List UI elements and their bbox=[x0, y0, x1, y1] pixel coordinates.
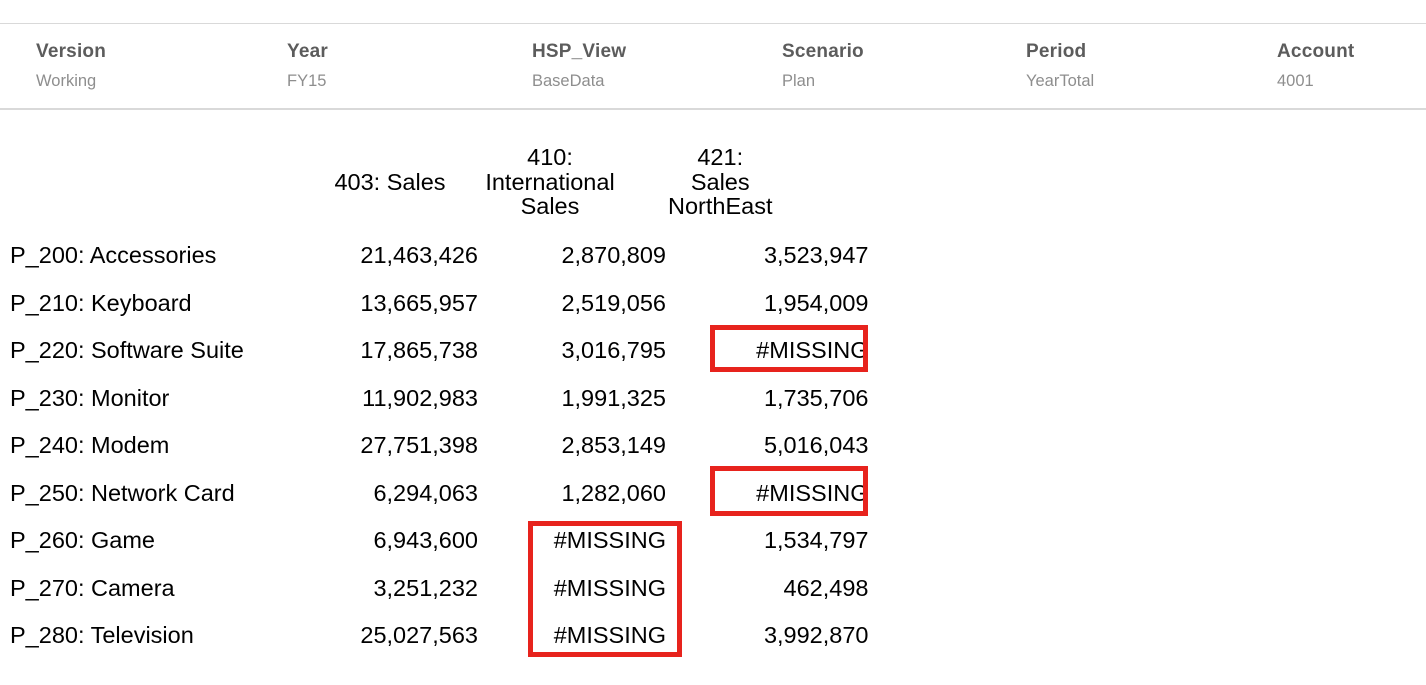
pov-dimension-label: Year bbox=[287, 41, 328, 62]
grid-row: P_250: Network Card 6,294,063 1,282,060 … bbox=[10, 470, 870, 518]
grid-row: P_230: Monitor 11,902,983 1,991,325 1,73… bbox=[10, 375, 870, 423]
column-header-410-international-sales[interactable]: 410: International Sales bbox=[480, 132, 668, 232]
pov-member-value[interactable]: BaseData bbox=[532, 72, 605, 90]
data-cell[interactable]: 2,853,149 bbox=[561, 432, 666, 459]
pov-member-value[interactable]: Working bbox=[36, 72, 97, 90]
column-header-label: 410: International Sales bbox=[485, 144, 615, 220]
data-cell[interactable]: 1,991,325 bbox=[561, 384, 666, 411]
pov-item-version[interactable]: Version Working bbox=[36, 41, 106, 91]
data-cell[interactable]: 11,902,983 bbox=[362, 384, 478, 411]
pov-item-scenario[interactable]: Scenario Plan bbox=[782, 41, 864, 91]
missing-highlight-box-p260-p280 bbox=[528, 521, 682, 657]
grid-row: P_200: Accessories 21,463,426 2,870,809 … bbox=[10, 232, 870, 280]
data-cell[interactable]: 2,519,056 bbox=[561, 289, 666, 316]
data-cell[interactable]: 13,665,957 bbox=[360, 289, 478, 316]
data-cell[interactable]: 3,523,947 bbox=[763, 242, 869, 269]
grid-row: P_220: Software Suite 17,865,738 3,016,7… bbox=[10, 327, 870, 375]
column-header-403-sales[interactable]: 403: Sales bbox=[300, 132, 480, 232]
pov-item-year[interactable]: Year FY15 bbox=[287, 41, 328, 91]
row-header[interactable]: P_280: Television bbox=[10, 622, 194, 649]
data-cell[interactable]: 5,016,043 bbox=[763, 432, 869, 459]
data-cell-missing[interactable]: #MISSING bbox=[756, 337, 869, 364]
data-cell[interactable]: 3,016,795 bbox=[561, 337, 666, 364]
data-cell[interactable]: 2,870,809 bbox=[561, 242, 666, 269]
data-cell[interactable]: 6,294,063 bbox=[373, 479, 478, 506]
pov-member-value[interactable]: FY15 bbox=[287, 72, 327, 90]
pov-member-value[interactable]: 4001 bbox=[1277, 72, 1314, 90]
pov-member-value[interactable]: Plan bbox=[782, 72, 816, 90]
row-header[interactable]: P_210: Keyboard bbox=[10, 289, 192, 316]
grid-row: P_280: Television 25,027,563 #MISSING 3,… bbox=[10, 612, 870, 660]
column-header-row: 403: Sales 410: International Sales 421:… bbox=[10, 132, 870, 232]
data-cell-missing[interactable]: #MISSING bbox=[553, 622, 666, 649]
data-cell[interactable]: 3,992,870 bbox=[763, 622, 869, 649]
pov-item-hsp-view[interactable]: HSP_View BaseData bbox=[532, 41, 626, 91]
pov-dimension-label: HSP_View bbox=[532, 41, 627, 62]
data-cell-missing[interactable]: #MISSING bbox=[756, 479, 869, 506]
column-header-label: 421: Sales NorthEast bbox=[668, 144, 773, 220]
data-cell[interactable]: 21,463,426 bbox=[360, 242, 478, 269]
row-header[interactable]: P_270: Camera bbox=[10, 574, 175, 601]
pov-item-period[interactable]: Period YearTotal bbox=[1026, 41, 1094, 91]
grid-row: P_270: Camera 3,251,232 #MISSING 462,498 bbox=[10, 565, 870, 613]
data-cell[interactable]: 6,943,600 bbox=[373, 527, 478, 554]
row-header[interactable]: P_200: Accessories bbox=[10, 242, 217, 269]
row-header[interactable]: P_240: Modem bbox=[10, 432, 170, 459]
pov-dimension-label: Scenario bbox=[782, 41, 864, 62]
data-cell[interactable]: 1,282,060 bbox=[561, 479, 666, 506]
data-cell[interactable]: 1,954,009 bbox=[763, 289, 869, 316]
corner-cell bbox=[10, 132, 300, 232]
data-cell-missing[interactable]: #MISSING bbox=[553, 527, 666, 554]
missing-highlight-box-p220 bbox=[710, 325, 868, 372]
grid-row: P_240: Modem 27,751,398 2,853,149 5,016,… bbox=[10, 422, 870, 470]
data-grid: 403: Sales 410: International Sales 421:… bbox=[10, 132, 870, 660]
pov-item-account[interactable]: Account 4001 bbox=[1277, 41, 1354, 91]
data-cell[interactable]: 3,251,232 bbox=[373, 574, 478, 601]
missing-highlight-box-p250 bbox=[710, 466, 868, 516]
data-cell-missing[interactable]: #MISSING bbox=[553, 574, 666, 601]
pov-dimension-label: Account bbox=[1277, 41, 1355, 62]
data-cell[interactable]: 27,751,398 bbox=[360, 432, 478, 459]
data-cell[interactable]: 1,534,797 bbox=[763, 527, 869, 554]
data-cell[interactable]: 462,498 bbox=[783, 574, 869, 601]
data-cell[interactable]: 1,735,706 bbox=[763, 384, 869, 411]
grid-row: P_260: Game 6,943,600 #MISSING 1,534,797 bbox=[10, 517, 870, 565]
pov-dimension-label: Period bbox=[1026, 41, 1087, 62]
column-header-421-sales-northeast[interactable]: 421: Sales NorthEast bbox=[668, 132, 870, 232]
data-cell[interactable]: 25,027,563 bbox=[360, 622, 478, 649]
row-header[interactable]: P_250: Network Card bbox=[10, 479, 235, 506]
column-header-label: 403: Sales bbox=[334, 168, 446, 195]
row-header[interactable]: P_220: Software Suite bbox=[10, 337, 244, 364]
row-header[interactable]: P_260: Game bbox=[10, 527, 156, 554]
pov-bar: Version Working Year FY15 HSP_View BaseD… bbox=[0, 23, 1426, 110]
pov-member-value[interactable]: YearTotal bbox=[1026, 72, 1095, 90]
row-header[interactable]: P_230: Monitor bbox=[10, 384, 170, 411]
grid-row: P_210: Keyboard 13,665,957 2,519,056 1,9… bbox=[10, 280, 870, 328]
data-cell[interactable]: 17,865,738 bbox=[360, 337, 478, 364]
pov-dimension-label: Version bbox=[36, 41, 107, 62]
